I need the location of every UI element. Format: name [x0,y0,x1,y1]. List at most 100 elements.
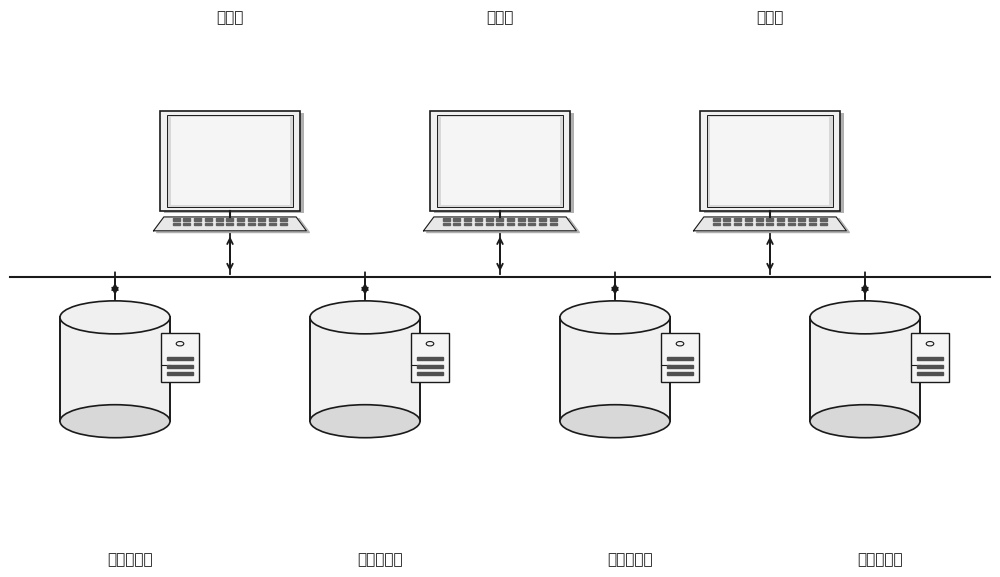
FancyBboxPatch shape [161,333,199,382]
Polygon shape [550,219,557,220]
Polygon shape [269,219,276,220]
Polygon shape [258,219,265,220]
Polygon shape [766,223,773,225]
Polygon shape [507,223,514,225]
Polygon shape [157,219,309,233]
Polygon shape [528,223,535,225]
Polygon shape [496,219,503,220]
Polygon shape [205,223,212,225]
Polygon shape [280,223,287,225]
Polygon shape [496,223,503,225]
Polygon shape [248,219,255,220]
Polygon shape [475,223,482,225]
Text: 存储服务器: 存储服务器 [357,552,403,567]
Polygon shape [694,217,846,231]
Text: 存储服务器: 存储服务器 [107,552,153,567]
Ellipse shape [810,404,920,438]
FancyBboxPatch shape [310,317,420,421]
Ellipse shape [60,404,170,438]
FancyBboxPatch shape [437,115,563,207]
Ellipse shape [310,301,420,334]
Ellipse shape [560,301,670,334]
Polygon shape [167,365,193,368]
Ellipse shape [560,404,670,438]
Polygon shape [154,217,306,231]
Polygon shape [194,219,201,220]
Polygon shape [486,219,493,220]
Polygon shape [528,219,535,220]
Polygon shape [820,223,827,225]
Polygon shape [798,223,805,225]
FancyBboxPatch shape [164,113,304,213]
FancyBboxPatch shape [170,117,290,205]
Polygon shape [788,219,795,220]
Polygon shape [464,219,471,220]
FancyBboxPatch shape [911,333,949,382]
Polygon shape [917,358,943,360]
Polygon shape [756,219,763,220]
FancyBboxPatch shape [411,333,449,382]
Polygon shape [167,372,193,375]
Polygon shape [667,358,693,360]
FancyBboxPatch shape [707,115,833,207]
Polygon shape [766,219,773,220]
FancyBboxPatch shape [440,117,560,205]
Polygon shape [667,372,693,375]
Polygon shape [756,223,763,225]
Polygon shape [237,223,244,225]
Polygon shape [667,365,693,368]
Polygon shape [453,223,460,225]
FancyBboxPatch shape [661,333,699,382]
Polygon shape [798,219,805,220]
FancyBboxPatch shape [810,317,920,421]
Polygon shape [697,219,849,233]
Polygon shape [417,365,443,368]
Polygon shape [417,372,443,375]
Polygon shape [539,219,546,220]
Polygon shape [464,223,471,225]
Polygon shape [734,219,741,220]
Polygon shape [745,223,752,225]
Polygon shape [205,219,212,220]
Polygon shape [443,223,450,225]
Polygon shape [777,223,784,225]
Ellipse shape [310,404,420,438]
FancyBboxPatch shape [167,115,293,207]
Text: 客户端: 客户端 [756,10,784,25]
Polygon shape [424,217,576,231]
Polygon shape [194,223,201,225]
Polygon shape [173,219,180,220]
Text: 存储服务器: 存储服务器 [607,552,653,567]
Polygon shape [788,223,795,225]
Polygon shape [443,219,450,220]
Polygon shape [475,219,482,220]
FancyBboxPatch shape [560,317,670,421]
FancyBboxPatch shape [160,111,300,211]
Polygon shape [427,219,579,233]
Ellipse shape [810,301,920,334]
Polygon shape [237,219,244,220]
Polygon shape [745,219,752,220]
Polygon shape [216,219,223,220]
Polygon shape [713,223,720,225]
Polygon shape [280,219,287,220]
Polygon shape [269,223,276,225]
Polygon shape [486,223,493,225]
Text: 客户端: 客户端 [486,10,514,25]
FancyBboxPatch shape [700,111,840,211]
Polygon shape [777,219,784,220]
Polygon shape [723,219,730,220]
Polygon shape [809,219,816,220]
Polygon shape [453,219,460,220]
Polygon shape [226,219,233,220]
Polygon shape [917,365,943,368]
Polygon shape [507,219,514,220]
FancyBboxPatch shape [710,117,829,205]
Polygon shape [183,219,190,220]
Polygon shape [539,223,546,225]
Text: 客户端: 客户端 [216,10,244,25]
Polygon shape [226,223,233,225]
Polygon shape [809,223,816,225]
Text: 存储服务器: 存储服务器 [857,552,903,567]
Polygon shape [518,223,525,225]
